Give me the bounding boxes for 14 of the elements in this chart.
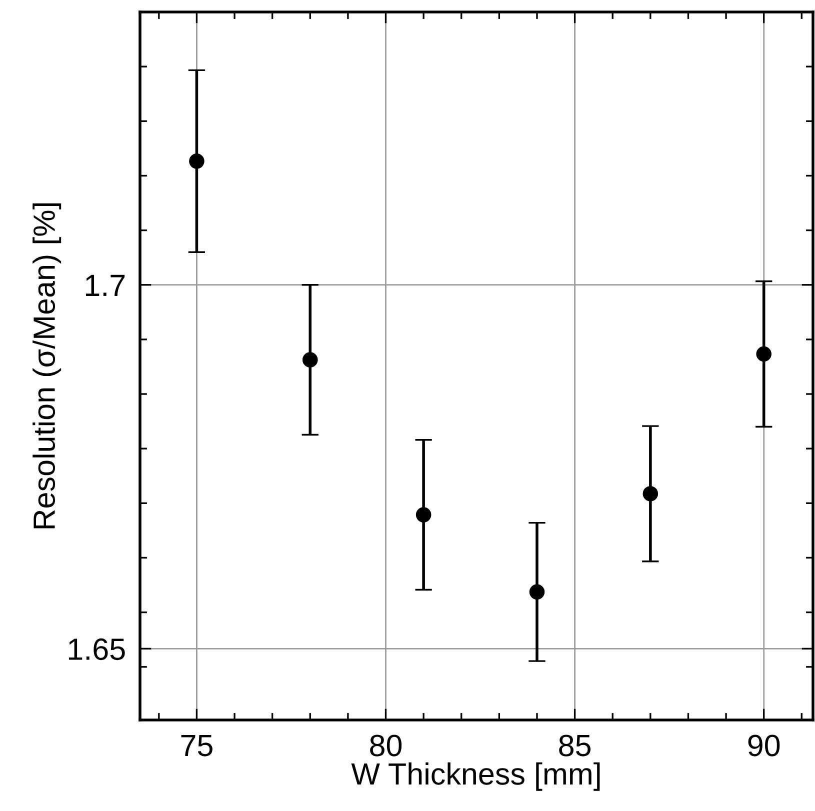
x-tick-label: 85	[559, 734, 591, 756]
y-tick-label: 1.7	[86, 274, 125, 296]
y-axis-title: Resolution (σ/Mean) [%]	[32, 203, 62, 528]
point	[642, 486, 658, 502]
x-tick-label: 75	[181, 735, 212, 756]
point	[189, 154, 204, 169]
point	[302, 352, 318, 368]
point	[416, 507, 432, 522]
x-axis-title: W Thickness [mm]	[351, 762, 600, 791]
point	[756, 346, 772, 362]
y-tick-label: 1.65	[68, 638, 125, 660]
point	[529, 584, 545, 600]
x-tick-label: 90	[748, 734, 780, 756]
x-tick-label: 80	[370, 734, 402, 756]
